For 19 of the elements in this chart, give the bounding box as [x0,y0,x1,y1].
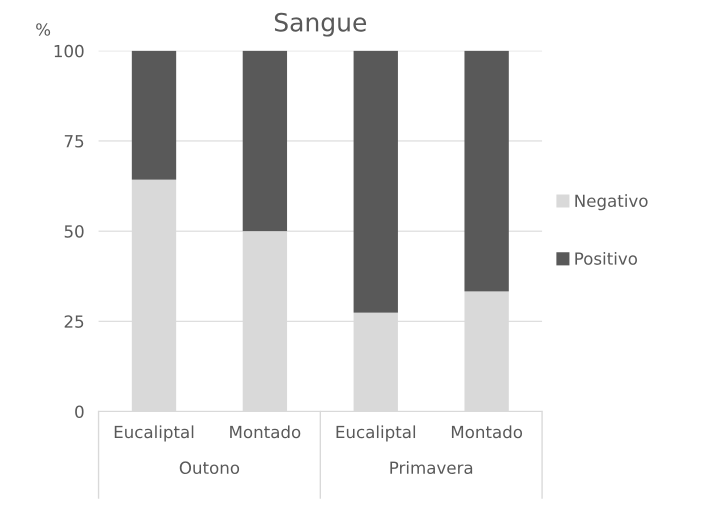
bar [464,50,509,292]
legend-label: Positivo [575,252,638,265]
y-tick-label: 25 [64,315,84,328]
chart-title: Sangue [274,12,366,37]
y-tick-label: 75 [64,135,84,148]
y-tick-label: 0 [75,405,84,418]
x-tick-label: Montado [452,425,522,438]
text: Outono [180,461,240,474]
legend-label: Negativo [575,194,648,210]
y-tick-label: 100 [54,44,84,58]
y-tick-label: 50 [64,225,84,238]
x-tick-label: Eucaliptal [114,425,194,442]
x-tick-label: Montado [230,425,300,438]
bar [354,50,398,313]
text: Primavera [390,461,472,474]
bar [242,50,288,232]
y-axis-title: % [36,23,50,36]
bar [132,50,176,180]
x-tick-label: Eucaliptal [336,425,416,442]
